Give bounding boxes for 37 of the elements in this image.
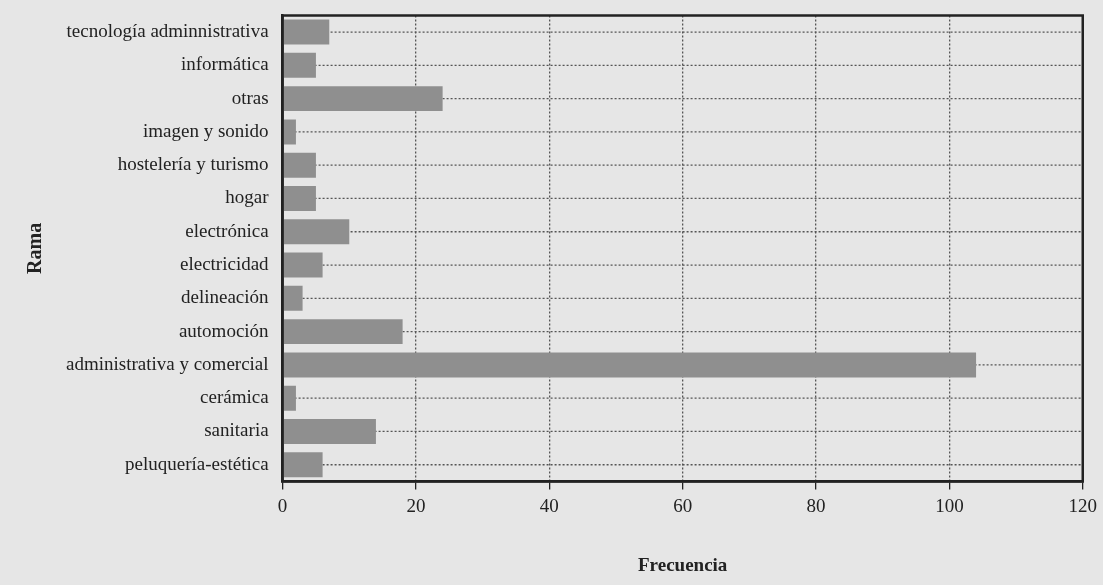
- x-tick-label: 0: [277, 494, 288, 516]
- y-tick-label: administrativa y comercial: [66, 352, 269, 374]
- x-tick-label: 40: [539, 494, 559, 516]
- y-tick-label: cerámica: [200, 386, 270, 408]
- y-tick-label: delineación: [181, 286, 270, 308]
- y-tick-label: electricidad: [179, 253, 270, 275]
- bar: [283, 185, 316, 211]
- x-tick-label: 100: [935, 494, 964, 516]
- bar: [283, 152, 316, 178]
- y-tick-label: hostelería y turismo: [117, 153, 269, 175]
- y-tick-label: electrónica: [185, 219, 270, 241]
- bar: [283, 285, 303, 311]
- bar: [283, 352, 977, 378]
- x-tick-label: 20: [406, 494, 426, 516]
- y-tick-label: hogar: [225, 186, 270, 208]
- bar: [283, 319, 403, 345]
- bar: [283, 418, 376, 444]
- y-tick-label: otras: [231, 86, 269, 108]
- bar: [283, 119, 296, 145]
- y-tick-label: informática: [181, 53, 270, 75]
- y-tick-label: automoción: [178, 319, 270, 341]
- y-tick-label: sanitaria: [204, 419, 270, 441]
- bar: [283, 52, 316, 78]
- x-tick-label: 120: [1068, 494, 1097, 516]
- bar: [283, 385, 296, 411]
- bar: [283, 252, 323, 278]
- bar: [283, 452, 323, 478]
- y-tick-label: imagen y sonido: [142, 119, 269, 141]
- x-axis-title: Frecuencia: [638, 553, 728, 575]
- bar: [283, 219, 350, 245]
- bar: [283, 19, 330, 45]
- x-tick-label: 60: [673, 494, 693, 516]
- bar: [283, 86, 443, 112]
- y-tick-label: tecnología adminnistrativa: [66, 20, 270, 42]
- y-tick-label: peluquería-estética: [125, 452, 270, 474]
- y-axis-title: Rama: [23, 222, 46, 274]
- x-tick-label: 80: [806, 494, 826, 516]
